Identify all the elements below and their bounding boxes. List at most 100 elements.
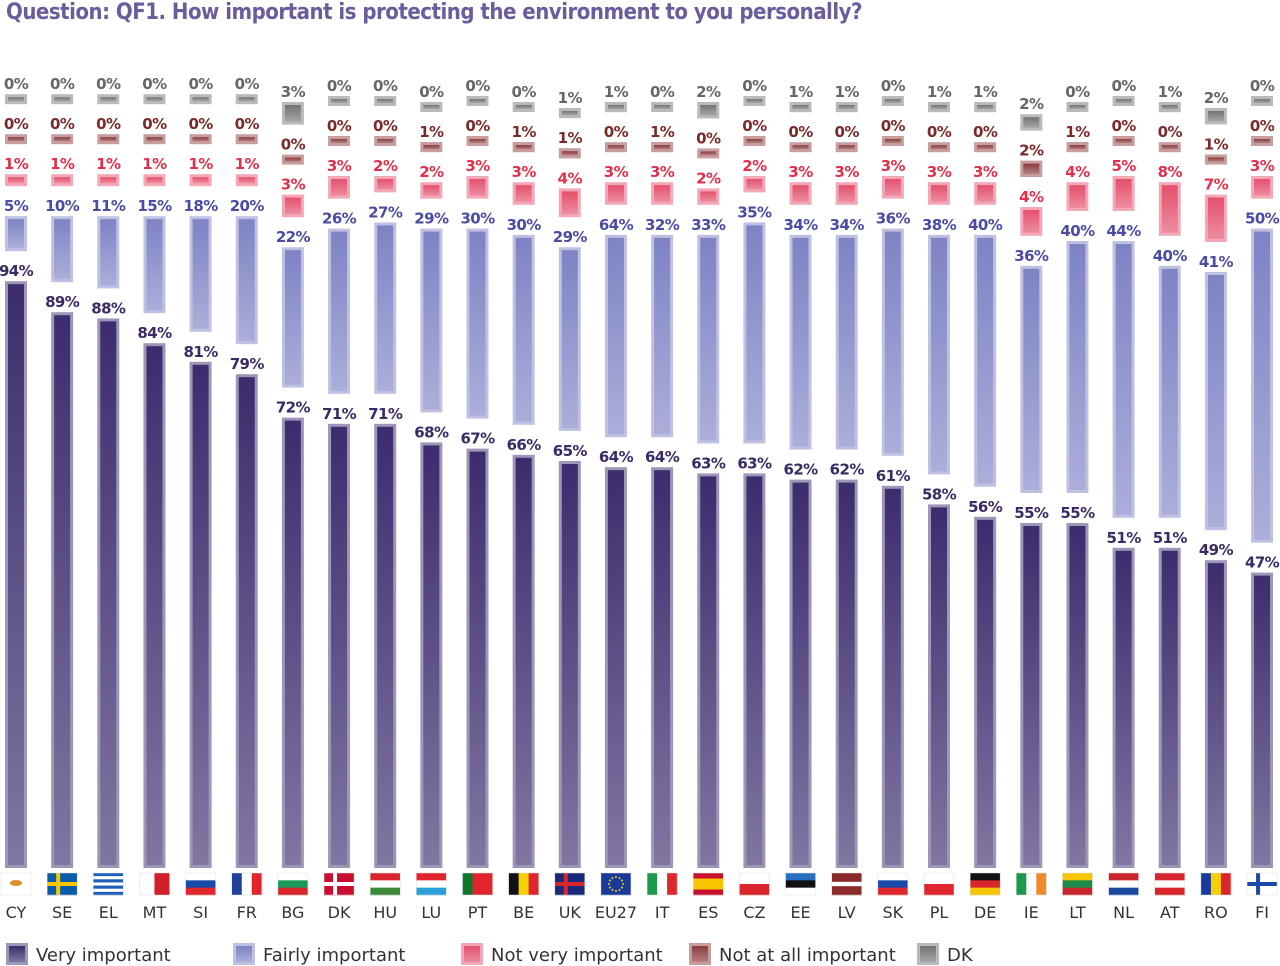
data-label: 0% (188, 75, 213, 93)
data-label: 62% (783, 461, 818, 479)
flag-de-icon (969, 872, 1001, 896)
category-label: NL (1113, 903, 1134, 922)
country-column-mt: 84% 15% 1% 0% 0% MT (137, 75, 172, 922)
legend-item-not-very-important: Not very important (461, 943, 663, 966)
bar-dk (1254, 99, 1271, 103)
data-label: 3% (1250, 157, 1275, 175)
country-column-ie: 55% 36% 4% 2% 2% IE (1014, 95, 1049, 922)
bar-dk (469, 99, 486, 103)
data-label: 1% (650, 123, 675, 141)
country-column-se: 89% 10% 1% 0% 0% SE (45, 75, 80, 922)
bar-fairly-important (284, 250, 301, 385)
bar-not-very-important (1069, 185, 1086, 208)
bar-not-at-all-important (977, 145, 994, 150)
country-column-sk: 61% 36% 3% 0% 0% SK (876, 77, 911, 922)
category-label: FI (1255, 903, 1269, 922)
data-label: 0% (373, 117, 398, 135)
bar-dk (1207, 111, 1224, 122)
data-label: 40% (968, 216, 1003, 234)
bar-dk (838, 105, 855, 110)
bar-dk (977, 105, 994, 110)
country-column-it: 64% 32% 3% 1% 0% IT (645, 83, 680, 922)
bar-not-very-important (54, 177, 71, 184)
data-label: 0% (188, 115, 213, 133)
data-label: 35% (737, 203, 772, 221)
data-label: 1% (1065, 123, 1090, 141)
bar-very-important (977, 519, 994, 865)
data-label: 64% (599, 216, 634, 234)
data-label: 3% (650, 163, 675, 181)
bar-dk (884, 99, 901, 103)
country-column-lt: 55% 40% 4% 1% 0% LT (1060, 83, 1095, 922)
data-label: 0% (4, 75, 29, 93)
legend-label: Not at all important (719, 945, 896, 966)
bar-fairly-important (700, 237, 717, 441)
bar-dk (746, 99, 763, 103)
data-label: 29% (553, 228, 588, 246)
bar-not-very-important (792, 185, 809, 202)
data-label: 72% (276, 399, 311, 417)
category-label: FR (237, 903, 257, 922)
country-column-pt: 67% 30% 3% 0% 0% PT (460, 77, 495, 922)
category-label: LV (838, 903, 856, 922)
data-label: 0% (235, 115, 260, 133)
country-column-lu: 68% 29% 2% 1% 0% LU (414, 83, 449, 922)
bar-dk (284, 105, 301, 122)
flag-uk-icon (554, 872, 586, 896)
bar-not-very-important (8, 177, 24, 184)
bar-fairly-important (1207, 275, 1224, 528)
bar-not-at-all-important (700, 151, 717, 156)
bar-fairly-important (977, 237, 994, 484)
bar-fairly-important (469, 231, 486, 416)
data-label: 0% (281, 136, 306, 154)
flag-hu-icon (369, 872, 401, 896)
data-label: 63% (737, 454, 772, 472)
bar-very-important (561, 464, 578, 865)
bar-not-very-important (192, 177, 209, 184)
bar-very-important (423, 445, 440, 865)
data-label: 81% (184, 343, 219, 361)
bar-very-important (931, 507, 947, 865)
bar-not-at-all-important (746, 139, 763, 143)
data-label: 0% (650, 83, 675, 101)
data-label: 89% (45, 293, 80, 311)
country-column-de: 56% 40% 3% 0% 1% DE (968, 83, 1003, 922)
bar-not-at-all-important (238, 137, 255, 142)
bar-fairly-important (1161, 268, 1178, 515)
data-label: 3% (281, 176, 306, 194)
bar-not-at-all-important (1161, 145, 1178, 150)
data-label: 0% (50, 75, 75, 93)
bar-not-at-all-important (884, 139, 901, 143)
bar-not-at-all-important (654, 145, 671, 150)
data-label: 11% (91, 197, 126, 215)
data-label: 1% (419, 123, 444, 141)
data-label: 0% (604, 123, 629, 141)
bar-very-important (469, 451, 486, 865)
country-column-uk: 65% 29% 4% 1% 1% UK (553, 89, 588, 922)
data-label: 32% (645, 216, 680, 234)
flag-fr-icon (231, 872, 263, 896)
flag-eu27-icon (600, 872, 632, 896)
bar-fairly-important (607, 237, 624, 435)
data-label: 20% (230, 197, 265, 215)
data-label: 2% (1204, 89, 1229, 107)
data-label: 2% (742, 157, 767, 175)
data-label: 1% (973, 83, 998, 101)
bar-dk (792, 105, 809, 110)
bar-not-very-important (469, 179, 486, 196)
bar-dk (377, 99, 394, 103)
chart-title: Question: QF1. How important is protecti… (6, 0, 863, 25)
country-column-cz: 63% 35% 2% 0% 0% CZ (737, 77, 772, 922)
bar-not-at-all-important (54, 137, 71, 142)
data-label: 30% (507, 216, 542, 234)
bar-not-very-important (100, 177, 117, 184)
data-label: 64% (599, 448, 634, 466)
bar-dk (8, 97, 24, 102)
data-label: 30% (460, 210, 495, 228)
country-column-hu: 71% 27% 2% 0% 0% HU (368, 77, 403, 922)
flag-mt-icon (139, 872, 170, 896)
flag-es-icon (693, 872, 724, 896)
bar-fairly-important (654, 237, 671, 435)
country-column-es: 63% 33% 2% 0% 2% ES (691, 83, 726, 922)
bar-fairly-important (1069, 244, 1086, 490)
